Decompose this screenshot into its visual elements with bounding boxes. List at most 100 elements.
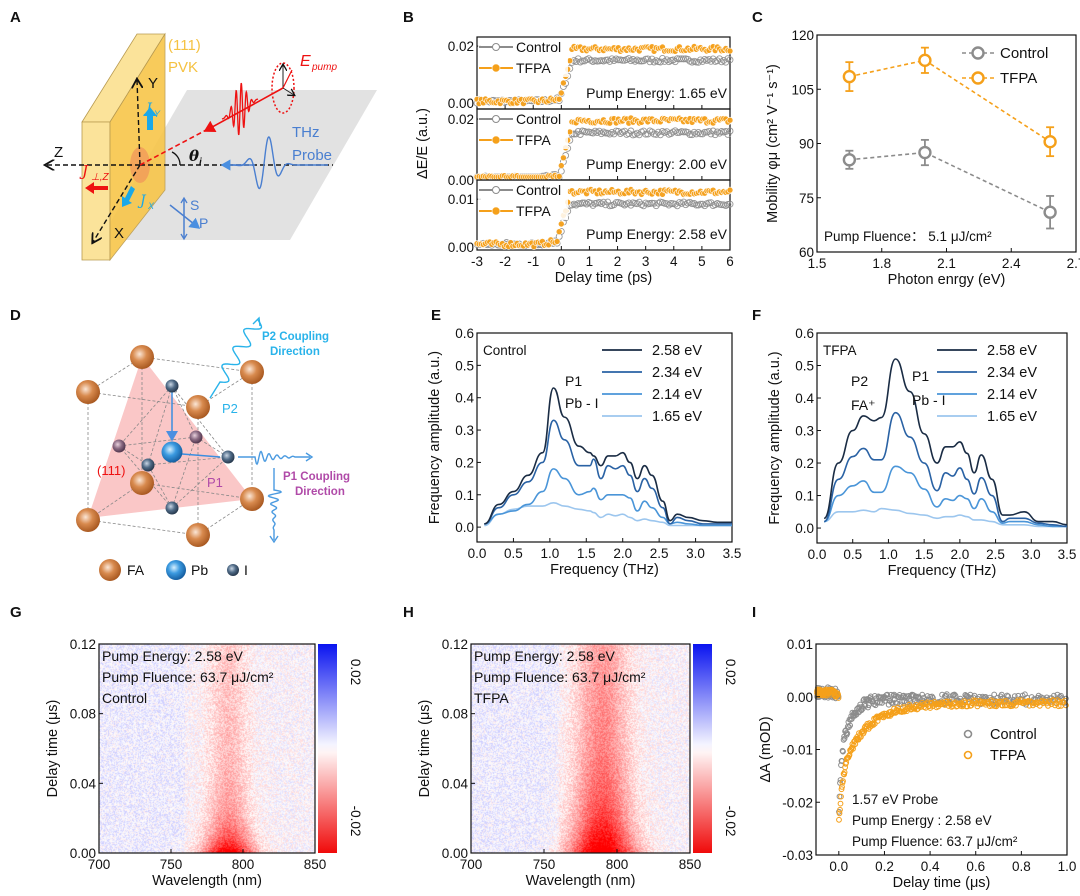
peak-annotation: P2 — [851, 373, 868, 389]
colorbar-min-label: -0.02 — [348, 806, 363, 837]
tfpa-point — [560, 154, 567, 162]
legend-tfpa-label: TFPA — [516, 132, 551, 148]
control-point — [629, 56, 637, 63]
x-axis-label: Wavelength (nm) — [152, 873, 262, 889]
data-point — [1032, 699, 1039, 706]
y-tick-label: 0.08 — [442, 707, 468, 722]
legend-tfpa-label: TFPA — [516, 60, 551, 76]
legend-label: TFPA — [990, 748, 1026, 764]
data-point — [896, 692, 903, 698]
x-tick-label: 2.0 — [613, 546, 632, 561]
data-point — [840, 736, 847, 743]
y-tick-label: 0.0 — [795, 521, 814, 536]
y-axis-label: ΔA (mOD) — [758, 716, 774, 782]
y-tick-label: 105 — [791, 82, 814, 97]
y-tick-label: 0.00 — [448, 240, 474, 255]
legend-label: Control — [990, 727, 1037, 743]
data-point — [882, 695, 889, 701]
x-tick-label: 850 — [679, 857, 702, 872]
i-atom — [221, 450, 235, 464]
pump-field-vector — [282, 69, 293, 89]
panel-letter-i: I — [752, 604, 756, 621]
data-point — [835, 691, 841, 698]
x-tick-label: 0.0 — [808, 547, 827, 562]
x-axis-label: Wavelength (nm) — [526, 873, 636, 889]
peak-annotation: P1 — [565, 373, 582, 389]
control-point — [701, 128, 709, 136]
legend-tfpa-marker — [491, 135, 501, 145]
x-tick-label: -1 — [527, 254, 539, 269]
x-axis-label: Delay time (μs) — [893, 875, 991, 891]
series-line-258eV — [484, 387, 732, 525]
legend-marker — [971, 46, 985, 60]
y-tick-label: 120 — [791, 28, 814, 43]
octahedron-edge — [118, 436, 197, 447]
tfpa-point — [555, 95, 563, 103]
panel-d-crystal-diagram: P2 Coupling Direction P2 (111) P1 P1 Cou… — [76, 316, 350, 581]
control-point — [669, 56, 677, 64]
control-point — [709, 127, 717, 135]
data-point — [894, 700, 901, 707]
y-axis-label: Delay time (μs) — [45, 700, 61, 798]
octahedron-edge — [171, 385, 229, 458]
i-atom — [141, 458, 155, 472]
control-point — [656, 58, 664, 66]
control-point — [589, 201, 597, 209]
probe-label: Probe — [292, 147, 332, 164]
legend-marker — [963, 750, 973, 760]
chart-b-subplot: 0.00 0.02 Control TFPA Pump Energy: 2.00 eV — [448, 108, 734, 188]
data-point — [840, 748, 846, 755]
y-tick-label: 0.3 — [455, 423, 474, 438]
y-tick-label: 0.00 — [70, 846, 96, 861]
data-point — [841, 771, 847, 778]
legend-label: 1.65 eV — [987, 409, 1037, 425]
jy-label: J — [143, 101, 153, 117]
control-point — [690, 128, 698, 136]
x-tick-label: -3 — [471, 254, 483, 269]
x-tick-label: 2.1 — [937, 256, 956, 271]
y-tick-label: 0.1 — [795, 489, 814, 504]
p2-coupling-wave — [209, 319, 263, 399]
x-axis-label: Frequency (THz) — [550, 562, 659, 578]
p-label: P — [199, 215, 208, 231]
x-tick-label: 1.8 — [872, 256, 891, 271]
p1-direction-label-1: P1 Coupling — [283, 471, 350, 483]
control-point — [627, 201, 635, 209]
y-tick-label: 0.4 — [795, 391, 814, 406]
y-tick-label: 0.00 — [787, 690, 813, 705]
legend-control-marker — [492, 43, 500, 51]
p1-direction-label-2: Direction — [295, 486, 345, 498]
y-axis — [137, 80, 140, 166]
x-tick-label: 5 — [698, 254, 706, 269]
data-point — [1052, 696, 1058, 703]
y-tick-label: 0.3 — [795, 424, 814, 439]
x-tick-label: 0.0 — [468, 546, 487, 561]
tfpa-point — [555, 228, 563, 235]
jx-arrow — [122, 186, 135, 207]
octahedron-edge — [171, 385, 197, 438]
x-tick-label: 1.5 — [808, 256, 827, 271]
y-tick-label: 0.04 — [442, 776, 469, 791]
chart-b-subplot: -3 -2 -1 0 1 2 3 4 5 6 0.00 0.01 Control TFPA Pump Ene… — [448, 179, 734, 269]
data-point — [870, 722, 877, 728]
y-tick-label: 0.5 — [455, 358, 474, 373]
annotation: 1.57 eV Probe — [852, 792, 938, 807]
panel-letter-d: D — [10, 307, 21, 324]
p2-direction-label-2: Direction — [270, 346, 320, 358]
series-tfpa: TFPA — [842, 46, 1057, 158]
p2-direction-label-1: P2 Coupling — [262, 331, 329, 343]
control-point — [726, 127, 734, 135]
lattice-edge — [87, 519, 199, 536]
heatmap-annotation: Pump Fluence: 63.7 μJ/cm² — [102, 669, 274, 685]
panel-letter-c: C — [752, 9, 763, 26]
j-perp-label: J — [79, 162, 89, 180]
data-point — [837, 800, 844, 807]
y-tick-label: 0.5 — [795, 359, 814, 374]
control-point — [612, 199, 620, 207]
data-point — [998, 691, 1005, 698]
lattice-edge — [141, 482, 253, 500]
control-point — [633, 129, 641, 137]
control-point — [610, 201, 618, 209]
control-point — [638, 57, 645, 65]
pump-fluence-annotation: Pump Fluence： 5.1 μJ/cm² — [824, 229, 992, 244]
